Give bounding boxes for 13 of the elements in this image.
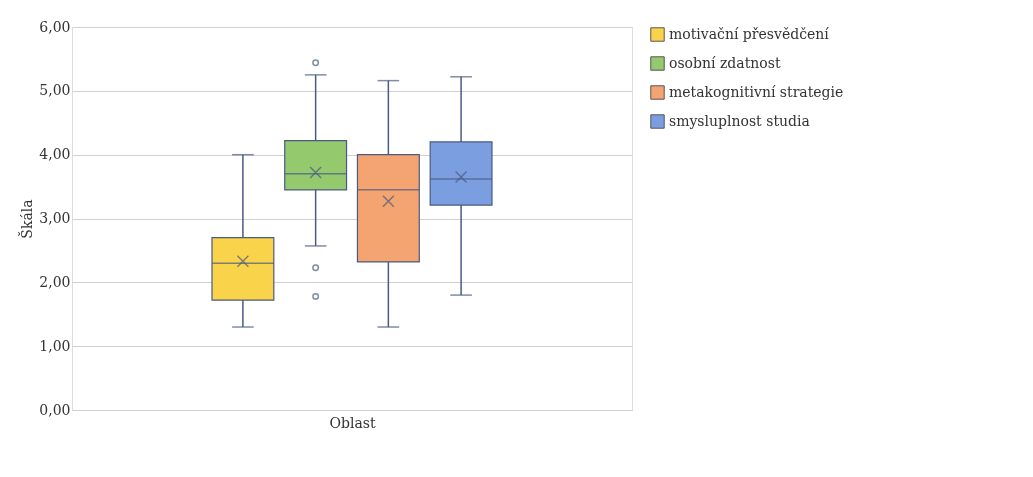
y-tick-label: 6,00 [39, 18, 71, 35]
legend-label: osobní zdatnost [669, 54, 781, 71]
y-tick-label: 4,00 [39, 146, 71, 163]
y-axis-title: Škála [18, 199, 36, 239]
legend-label: motivační přesvědčení [669, 25, 830, 42]
y-tick-label: 2,00 [39, 273, 71, 290]
x-axis-title: Oblast [329, 414, 376, 431]
y-tick-label: 1,00 [39, 337, 71, 354]
legend-label: metakognitivní strategie [669, 83, 844, 100]
y-tick-label: 5,00 [39, 82, 71, 99]
y-tick-label: 3,00 [39, 210, 71, 226]
y-tick-label: 0,00 [39, 401, 71, 418]
legend-label: smysluplnost studia [669, 112, 810, 129]
